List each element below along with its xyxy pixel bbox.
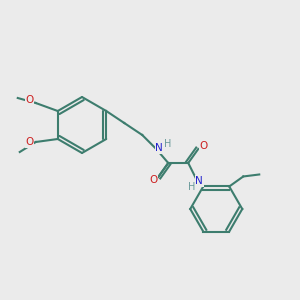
Text: N: N — [155, 143, 163, 153]
Text: O: O — [199, 141, 207, 151]
Text: O: O — [149, 175, 158, 185]
Text: O: O — [26, 137, 34, 147]
Text: O: O — [26, 95, 34, 105]
Text: N: N — [195, 176, 203, 186]
Text: H: H — [188, 182, 195, 192]
Text: H: H — [164, 139, 171, 149]
